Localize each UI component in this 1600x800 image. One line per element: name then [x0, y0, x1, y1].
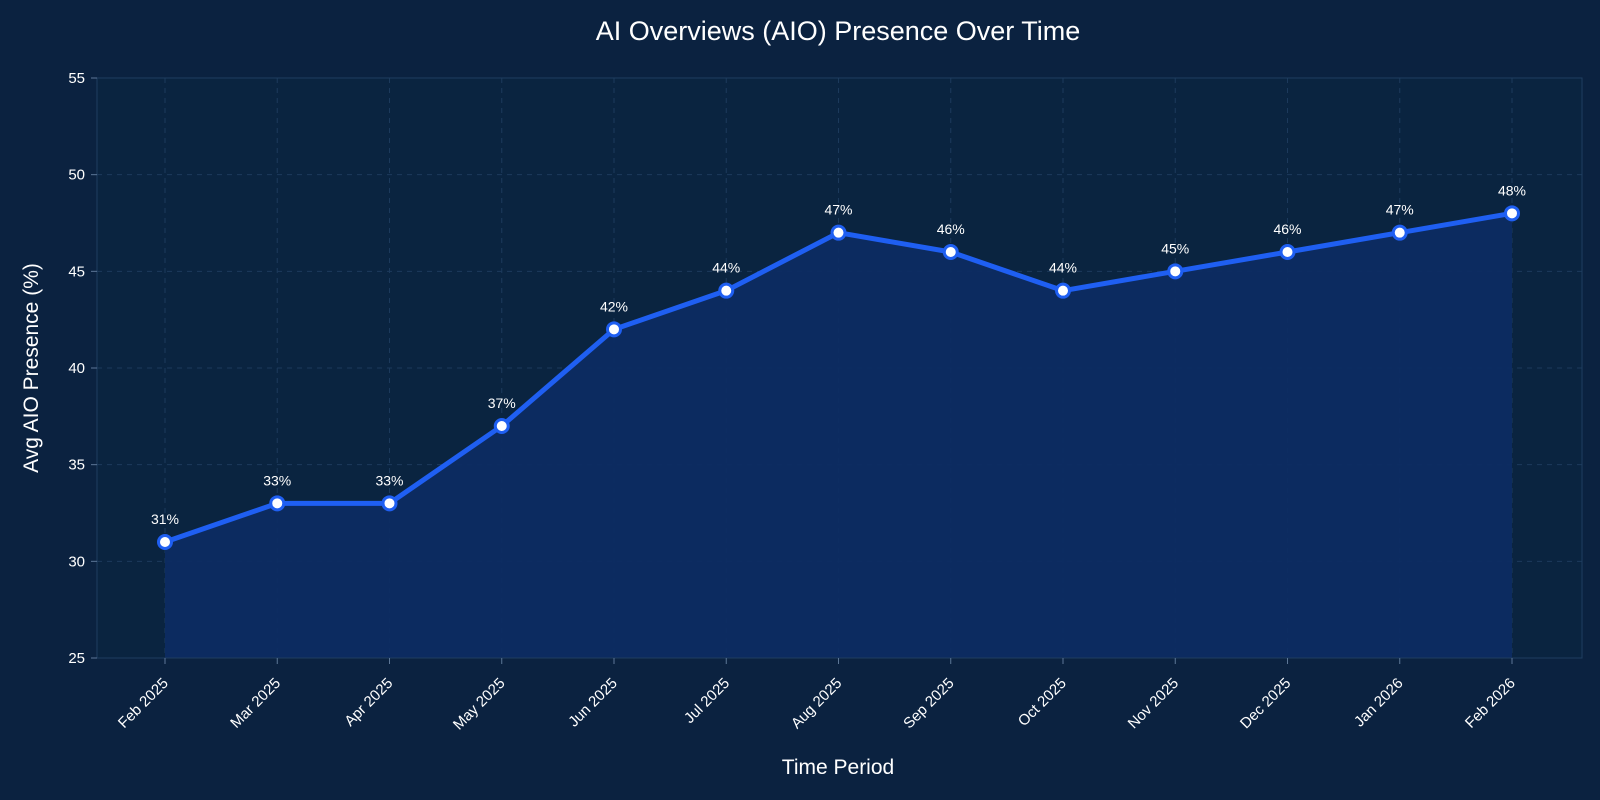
- data-label: 33%: [375, 472, 403, 488]
- data-label: 46%: [1273, 221, 1301, 237]
- y-axis-ticks: 25 30 35 40 45 50 55: [68, 70, 97, 667]
- data-point: [718, 282, 735, 299]
- y-tick-label: 40: [68, 360, 85, 377]
- data-point: [381, 495, 398, 512]
- data-point: [1055, 282, 1071, 299]
- data-points: [157, 205, 1520, 550]
- y-tick-label: 35: [68, 457, 85, 474]
- data-label: 33%: [263, 472, 291, 488]
- data-label: 47%: [824, 202, 852, 218]
- x-axis-label: Time Period: [782, 756, 894, 779]
- data-point: [493, 418, 510, 434]
- data-label: 37%: [488, 395, 516, 411]
- data-label: 46%: [937, 221, 965, 237]
- data-point: [1167, 263, 1184, 280]
- y-tick-label: 45: [68, 263, 85, 280]
- data-point: [1504, 205, 1520, 222]
- y-tick-label: 30: [68, 553, 85, 570]
- y-axis-label: Avg AIO Presence (%): [20, 263, 43, 473]
- area-fill: [165, 213, 1512, 659]
- data-point: [157, 534, 173, 550]
- data-label: 44%: [1049, 260, 1077, 276]
- data-point: [942, 244, 959, 260]
- data-point: [269, 495, 286, 512]
- y-tick-label: 50: [68, 167, 85, 184]
- area-fill-layer: [165, 213, 1512, 659]
- data-point: [606, 321, 622, 338]
- data-label: 31%: [151, 511, 179, 527]
- data-point: [830, 224, 847, 241]
- data-label: 48%: [1498, 182, 1526, 198]
- chart-title: AI Overviews (AIO) Presence Over Time: [596, 16, 1081, 46]
- y-tick-label: 25: [68, 650, 85, 667]
- data-label: 44%: [712, 260, 740, 276]
- y-tick-label: 55: [68, 70, 85, 87]
- data-point: [1391, 224, 1408, 241]
- data-label: 42%: [600, 298, 628, 314]
- data-labels: 31% 33% 33% 37% 42% 44% 47% 46% 44% 45% 46% 47% 48%: [151, 182, 1526, 527]
- data-label: 47%: [1386, 202, 1414, 218]
- data-point: [1279, 244, 1296, 260]
- data-label: 45%: [1161, 240, 1189, 256]
